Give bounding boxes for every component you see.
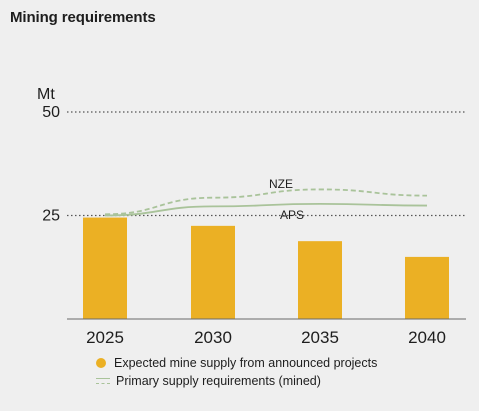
bar-2030 [191,225,235,319]
line-aps [104,203,428,217]
legend: Expected mine supply from announced proj… [96,354,377,390]
legend-label: Primary supply requirements (mined) [116,374,321,388]
x-tick-label: 2040 [408,328,446,347]
bar-2040 [405,256,449,319]
legend-label: Expected mine supply from announced proj… [114,356,378,370]
y-axis-unit: Mt [37,86,55,103]
legend-item-primary-supply: Primary supply requirements (mined) [96,372,377,390]
label-layer: Mt 25 50 NZE APS 2025 2030 2035 2040 [37,86,446,347]
y-tick-label: 50 [42,104,60,121]
annotation-nze: NZE [269,177,293,191]
annotation-aps: APS [280,208,304,222]
legend-item-mine-supply: Expected mine supply from announced proj… [96,354,377,372]
y-tick-label: 25 [42,208,60,225]
bar-2035 [298,241,342,319]
bar-layer [83,217,449,319]
legend-swatch-lines [96,376,110,386]
line-nze [104,188,428,216]
x-tick-label: 2025 [86,328,124,347]
x-tick-label: 2035 [301,328,339,347]
legend-swatch-dot [96,358,106,368]
chart-title: Mining requirements [10,9,156,26]
bar-2025 [83,217,127,319]
x-tick-label: 2030 [194,328,232,347]
line-layer [104,188,428,217]
grid-layer [67,111,466,217]
